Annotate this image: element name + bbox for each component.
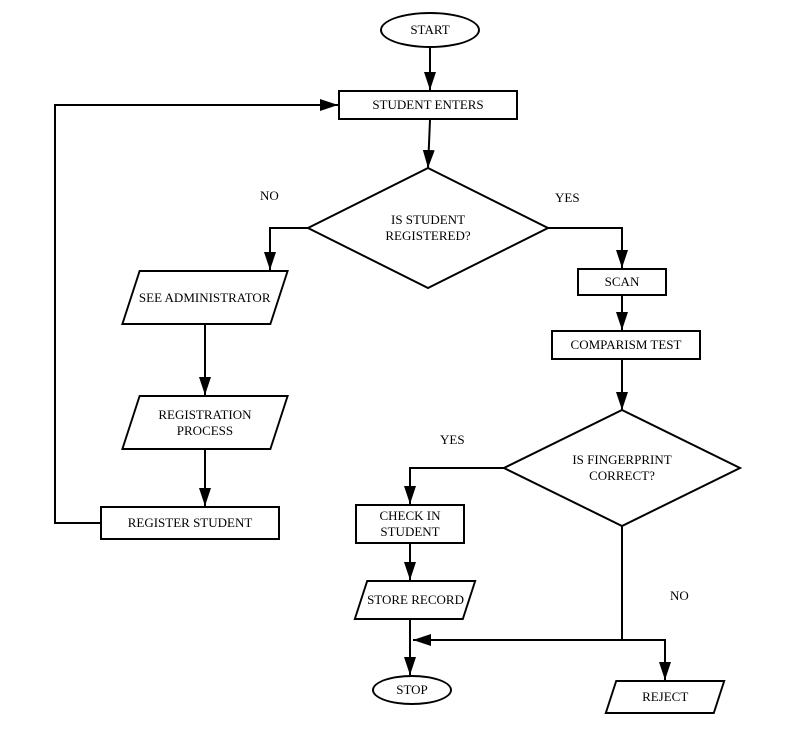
- edge-registered-no: [270, 228, 308, 270]
- decision-is-fingerprint-label: IS FINGERPRINT CORRECT?: [560, 452, 684, 483]
- io-store-record: STORE RECORD: [354, 580, 477, 620]
- decision-is-fingerprint-label-wrap: IS FINGERPRINT CORRECT?: [560, 438, 684, 498]
- io-store-record-label: STORE RECORD: [367, 592, 464, 608]
- process-scan: SCAN: [577, 268, 667, 296]
- process-register-student-label: REGISTER STUDENT: [128, 515, 253, 531]
- edge-fingerprint-no: [622, 526, 665, 680]
- edge-fingerprint-yes: [410, 468, 504, 504]
- process-check-in-student-label: CHECK IN STUDENT: [357, 508, 463, 539]
- io-reject-label: REJECT: [642, 689, 688, 705]
- io-registration-process: REGISTRATION PROCESS: [121, 395, 289, 450]
- edge-label-no-fingerprint: NO: [670, 588, 689, 604]
- process-scan-label: SCAN: [605, 274, 640, 290]
- io-reject: REJECT: [604, 680, 725, 714]
- edge-label-yes-fingerprint: YES: [440, 432, 465, 448]
- decision-is-registered-label-wrap: IS STUDENT REGISTERED?: [358, 198, 498, 258]
- edge-registered-yes: [548, 228, 622, 268]
- terminator-stop: STOP: [372, 675, 452, 705]
- terminator-start-label: START: [410, 22, 449, 38]
- io-registration-process-label: REGISTRATION PROCESS: [132, 407, 278, 438]
- io-see-administrator-label: SEE ADMINISTRATOR: [139, 290, 271, 306]
- io-see-administrator: SEE ADMINISTRATOR: [121, 270, 289, 325]
- process-check-in-student: CHECK IN STUDENT: [355, 504, 465, 544]
- edge-enters-to-registered: [428, 120, 430, 168]
- process-comparism-test-label: COMPARISM TEST: [571, 337, 682, 353]
- decision-is-registered-label: IS STUDENT REGISTERED?: [358, 212, 498, 243]
- process-register-student: REGISTER STUDENT: [100, 506, 280, 540]
- edge-label-no-registered: NO: [260, 188, 279, 204]
- edge-label-yes-registered: YES: [555, 190, 580, 206]
- terminator-stop-label: STOP: [396, 682, 428, 698]
- terminator-start: START: [380, 12, 480, 48]
- process-student-enters-label: STUDENT ENTERS: [372, 97, 483, 113]
- process-student-enters: STUDENT ENTERS: [338, 90, 518, 120]
- process-comparism-test: COMPARISM TEST: [551, 330, 701, 360]
